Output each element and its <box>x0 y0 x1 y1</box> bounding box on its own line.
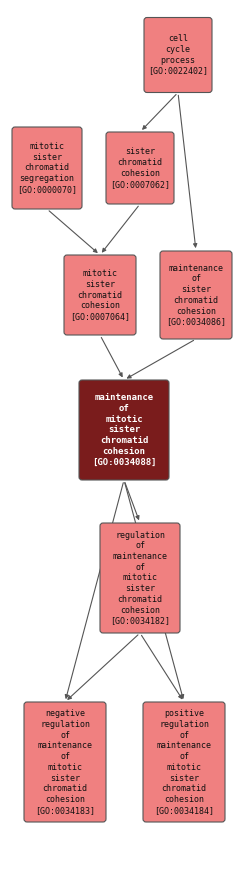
Text: maintenance
of
sister
chromatid
cohesion
[GO:0034086]: maintenance of sister chromatid cohesion… <box>166 264 226 326</box>
Text: mitotic
sister
chromatid
segregation
[GO:0000070]: mitotic sister chromatid segregation [GO… <box>17 142 77 194</box>
Text: positive
regulation
of
maintenance
of
mitotic
sister
chromatid
cohesion
[GO:0034: positive regulation of maintenance of mi… <box>154 709 214 815</box>
FancyBboxPatch shape <box>143 702 225 822</box>
Text: maintenance
of
mitotic
sister
chromatid
cohesion
[GO:0034088]: maintenance of mitotic sister chromatid … <box>92 393 156 467</box>
Text: cell
cycle
process
[GO:0022402]: cell cycle process [GO:0022402] <box>148 34 208 76</box>
Text: mitotic
sister
chromatid
cohesion
[GO:0007064]: mitotic sister chromatid cohesion [GO:00… <box>70 269 130 321</box>
FancyBboxPatch shape <box>79 380 169 480</box>
FancyBboxPatch shape <box>144 17 212 93</box>
Text: sister
chromatid
cohesion
[GO:0007062]: sister chromatid cohesion [GO:0007062] <box>110 148 170 189</box>
Text: negative
regulation
of
maintenance
of
mitotic
sister
chromatid
cohesion
[GO:0034: negative regulation of maintenance of mi… <box>35 709 95 815</box>
FancyBboxPatch shape <box>64 255 136 335</box>
Text: regulation
of
maintenance
of
mitotic
sister
chromatid
cohesion
[GO:0034182]: regulation of maintenance of mitotic sis… <box>110 531 170 626</box>
FancyBboxPatch shape <box>24 702 106 822</box>
FancyBboxPatch shape <box>160 251 232 339</box>
FancyBboxPatch shape <box>12 127 82 209</box>
FancyBboxPatch shape <box>100 523 180 633</box>
FancyBboxPatch shape <box>106 132 174 204</box>
